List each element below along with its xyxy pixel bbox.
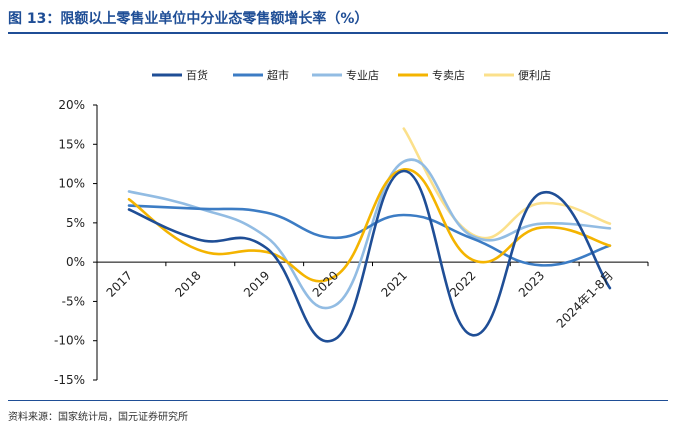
series-line-百货 [127,169,612,343]
y-tick-label: 10% [58,177,85,191]
y-tick-label: -15% [54,373,85,387]
y-tick-label: 5% [66,216,85,230]
series-line-便利店 [402,127,612,240]
chart-legend: 百货 超市 专业店 专卖店 便利店 [152,68,551,82]
y-tick-labels: -15% -10% -5% 0% 5% 10% 15% 20% [54,98,85,387]
y-tick-label: -5% [62,294,85,308]
x-tick-label: 2022 [447,268,478,299]
x-tick-label: 2019 [241,268,272,299]
legend-label: 专卖店 [432,68,465,82]
legend-label: 专业店 [346,68,379,82]
y-tick-label: 15% [58,137,85,151]
x-tick-labels: 2017 2018 2019 2020 2021 2022 2023 2024年1-8月 [104,268,616,330]
y-tick-label: -10% [54,334,85,348]
x-tick-label: 2024年1-8月 [554,268,616,330]
figure-title: 图 13：限额以上零售业单位中分业态零售额增长率（%） [8,11,369,27]
y-tick-label: 0% [66,255,85,269]
legend-label: 便利店 [518,68,551,82]
source-divider [8,400,668,401]
x-tick-label: 2020 [310,268,341,299]
series-line-专卖店 [127,168,612,283]
legend-label: 百货 [186,68,208,82]
x-tick-label: 2023 [516,268,547,299]
title-divider [8,32,668,34]
chart-series [127,127,612,343]
y-tick-label: 20% [58,98,85,112]
x-tick-label: 2018 [172,268,203,299]
x-tick-label: 2021 [378,268,409,299]
source-note: 资料来源：国家统计局，国元证券研究所 [8,412,188,423]
x-tick-label: 2017 [104,268,135,299]
series-line-超市 [127,204,612,267]
legend-label: 超市 [267,68,289,82]
